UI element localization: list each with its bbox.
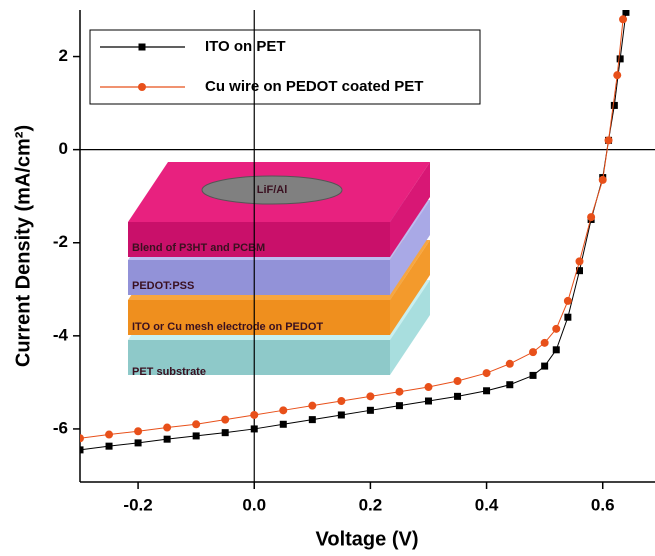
marker [605,136,613,144]
x-tick-label: 0.4 [475,495,499,514]
inset-label: Blend of P3HT and PCBM [132,242,265,254]
marker [506,381,513,388]
legend-label: Cu wire on PEDOT coated PET [205,78,423,95]
chart: LiF/Al Blend of P3HT and PCBM PEDOT:PSS … [0,0,655,556]
marker [250,411,258,419]
marker [105,431,113,439]
marker [541,339,549,347]
marker [251,425,258,432]
marker [506,360,514,368]
marker [106,443,113,450]
marker [192,420,200,428]
x-tick-label: 0.2 [359,495,383,514]
marker [530,372,537,379]
marker [135,439,142,446]
marker [367,407,374,414]
marker [541,363,548,370]
marker [337,397,345,405]
x-axis-title: Voltage (V) [316,528,419,550]
inset-label: ITO or Cu mesh electrode on PEDOT [132,321,323,333]
inset-label: LiF/Al [257,184,288,196]
marker [617,55,624,62]
marker [599,176,607,184]
marker [221,416,229,424]
y-tick-label: -2 [53,232,68,251]
x-tick-label: 0.0 [242,495,266,514]
legend-marker [139,44,146,51]
x-tick-label: 0.6 [591,495,615,514]
y-tick-label: -6 [53,418,68,437]
marker [193,432,200,439]
marker [163,424,171,432]
marker [483,387,490,394]
marker [564,297,572,305]
marker [134,427,142,435]
marker [575,257,583,265]
inset-label: PEDOT:PSS [132,280,194,292]
x-tick-label: -0.2 [123,495,152,514]
y-tick-label: -4 [53,325,69,344]
marker [309,416,316,423]
inset-label: PET substrate [132,366,206,378]
marker [454,377,462,385]
marker [366,392,374,400]
inset-diagram: LiF/Al Blend of P3HT and PCBM PEDOT:PSS … [128,162,430,378]
marker [77,446,84,453]
legend-label: ITO on PET [205,38,286,55]
marker [611,102,618,109]
y-tick-label: 2 [59,46,68,65]
y-tick-label: 0 [59,139,68,158]
marker [338,411,345,418]
marker [396,402,403,409]
marker [587,213,595,221]
marker [613,71,621,79]
marker [279,406,287,414]
marker [425,398,432,405]
marker [553,346,560,353]
marker [622,9,629,16]
marker [483,369,491,377]
legend-marker [138,83,146,91]
marker [164,436,171,443]
marker [552,325,560,333]
marker [308,402,316,410]
marker [424,383,432,391]
y-axis-title: Current Density (mA/cm²) [12,125,34,367]
marker [619,15,627,23]
marker [222,429,229,436]
legend: ITO on PET Cu wire on PEDOT coated PET [90,30,480,104]
marker [395,388,403,396]
marker [76,434,84,442]
marker [529,348,537,356]
marker [564,314,571,321]
marker [280,421,287,428]
marker [454,393,461,400]
